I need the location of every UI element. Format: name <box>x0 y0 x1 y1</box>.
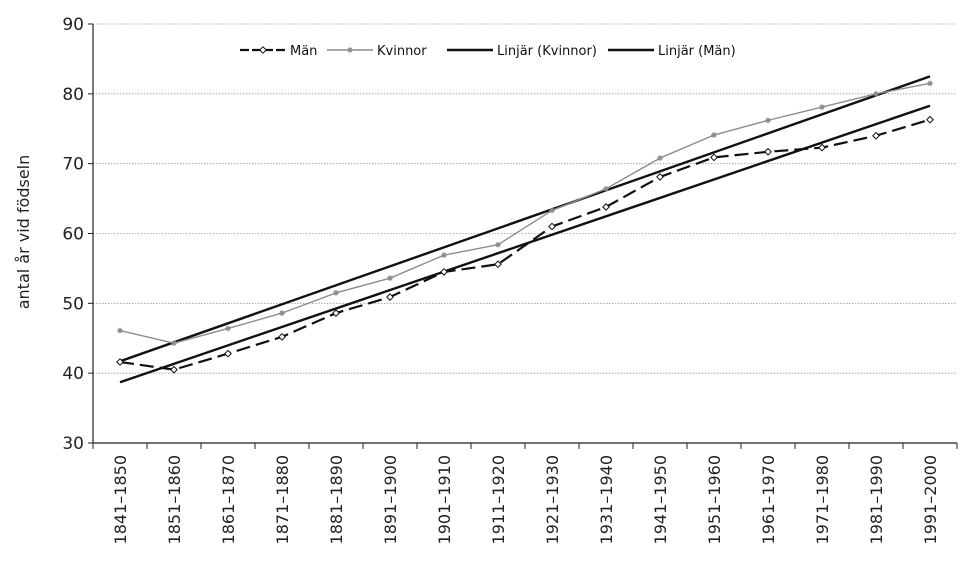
x-tick-label: 1981–1990 <box>867 455 886 544</box>
data-point <box>441 252 447 258</box>
x-tick-label: 1851–1860 <box>165 455 184 544</box>
y-tick-label: 90 <box>62 15 84 35</box>
data-point <box>602 203 610 211</box>
x-tick-label: 1921–1930 <box>543 455 562 544</box>
data-point <box>332 309 340 318</box>
data-point <box>603 186 609 192</box>
data-point <box>224 349 232 358</box>
data-point <box>333 290 339 296</box>
data-point <box>872 131 880 140</box>
y-tick-label: 40 <box>62 364 84 384</box>
data-point <box>170 365 178 374</box>
data-point <box>657 155 663 161</box>
data-point <box>656 173 664 181</box>
series <box>116 75 934 384</box>
data-point <box>171 340 177 346</box>
x-tick-labels: 1841–1850 1851–1860 1861–1870 1871–1880 1881… <box>111 455 940 544</box>
data-point <box>549 207 555 214</box>
y-tick-label: 50 <box>62 294 84 314</box>
grid-lines <box>93 23 957 374</box>
data-point <box>259 46 267 54</box>
series-line <box>119 82 931 344</box>
data-point <box>494 260 502 269</box>
y-axis-label: antal år vid födseln <box>14 155 33 310</box>
x-tick-label: 1971–1980 <box>813 455 832 544</box>
data-point <box>764 147 772 156</box>
x-tick-label: 1991–2000 <box>921 455 940 544</box>
series-line <box>119 75 931 363</box>
y-tick-label: 30 <box>62 434 84 454</box>
legend-label: Kvinnor <box>377 44 427 59</box>
data-point <box>278 332 286 341</box>
x-tick-label: 1951–1960 <box>705 455 724 544</box>
x-tick-label: 1901–1910 <box>435 455 454 544</box>
data-point <box>926 115 934 124</box>
data-point <box>548 222 556 231</box>
x-tick-label: 1941–1950 <box>651 455 670 544</box>
series-linj-r-m-n <box>119 104 931 384</box>
data-point <box>347 47 353 53</box>
data-point <box>711 132 717 138</box>
axes <box>88 23 958 449</box>
data-point <box>495 241 501 248</box>
series-kvinnor <box>117 80 933 346</box>
x-tick-label: 1931–1940 <box>597 455 616 544</box>
data-point <box>116 358 124 366</box>
x-tick-label: 1911–1920 <box>489 455 508 544</box>
data-point <box>873 91 879 97</box>
y-tick-labels: 30 40 50 60 70 80 90 <box>62 15 84 454</box>
legend-label: Linjär (Kvinnor) <box>497 44 597 59</box>
x-tick-label: 1841–1850 <box>111 455 130 544</box>
x-tick-label: 1871–1880 <box>273 455 292 544</box>
series-line <box>119 104 931 384</box>
legend-item-linj-r-kvinnor: Linjär (Kvinnor) <box>447 44 597 59</box>
data-point <box>927 80 933 87</box>
series-linj-r-kvinnor <box>119 75 931 363</box>
y-tick-label: 60 <box>62 225 84 245</box>
legend-item-m-n: Män <box>240 44 317 59</box>
y-tick-label: 70 <box>62 155 84 175</box>
data-point <box>819 104 825 110</box>
legend-item-kvinnor: Kvinnor <box>327 44 427 59</box>
data-point <box>279 310 285 316</box>
x-tick-label: 1961–1970 <box>759 455 778 544</box>
data-point <box>710 153 718 162</box>
data-point <box>386 293 394 301</box>
y-tick-label: 80 <box>62 85 84 105</box>
data-point <box>818 143 826 152</box>
x-tick-label: 1891–1900 <box>381 455 400 544</box>
data-point <box>765 117 771 124</box>
x-tick-label: 1861–1870 <box>219 455 238 544</box>
legend-label: Män <box>290 44 317 59</box>
legend-label: Linjär (Män) <box>658 44 736 59</box>
data-point <box>225 325 231 332</box>
x-tick-label: 1881–1890 <box>327 455 346 544</box>
series-m-n <box>116 115 934 374</box>
series-line <box>119 118 931 371</box>
data-point <box>440 268 448 276</box>
data-point <box>117 327 123 334</box>
legend: Män Kvinnor Linjär (Kvinnor) Linjär (Män) <box>240 44 736 59</box>
legend-item-linj-r-m-n: Linjär (Män) <box>608 44 736 59</box>
data-point <box>387 275 393 281</box>
